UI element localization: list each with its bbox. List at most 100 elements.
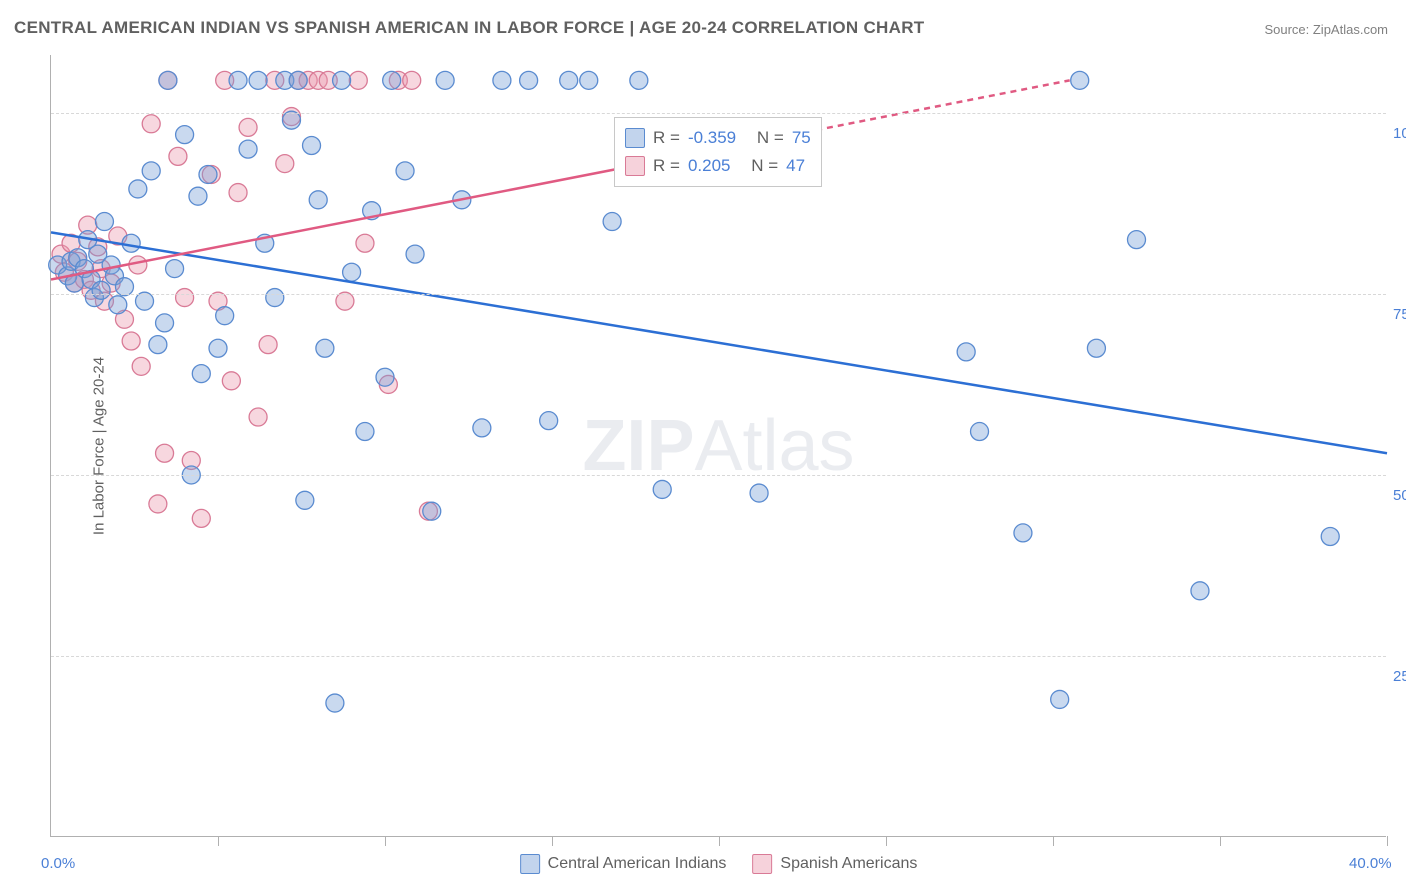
blue-point xyxy=(239,140,257,158)
blue-point xyxy=(436,71,454,89)
blue-point xyxy=(750,484,768,502)
x-tick xyxy=(385,836,386,846)
blue-point xyxy=(149,336,167,354)
x-tick-label: 40.0% xyxy=(1349,855,1392,872)
pink-point xyxy=(349,71,367,89)
y-tick-label: 25.0% xyxy=(1393,668,1406,685)
blue-point xyxy=(209,339,227,357)
blue-point xyxy=(109,296,127,314)
blue-point xyxy=(540,412,558,430)
blue-point xyxy=(326,694,344,712)
blue-point xyxy=(289,71,307,89)
blue-point xyxy=(159,71,177,89)
blue-point xyxy=(166,260,184,278)
pink-point xyxy=(276,155,294,173)
pink-point xyxy=(132,357,150,375)
blue-point xyxy=(266,289,284,307)
blue-point xyxy=(122,234,140,252)
pink-point xyxy=(149,495,167,513)
blue-point xyxy=(156,314,174,332)
blue-point xyxy=(957,343,975,361)
stats-legend: R = -0.359 N = 75 R = 0.205 N = 47 xyxy=(614,117,822,187)
x-tick xyxy=(218,836,219,846)
blue-point xyxy=(1087,339,1105,357)
pink-point xyxy=(192,509,210,527)
blue-point xyxy=(1014,524,1032,542)
x-tick xyxy=(719,836,720,846)
blue-point xyxy=(1191,582,1209,600)
stats-row-pink: R = 0.205 N = 47 xyxy=(625,152,811,180)
stats-row-blue: R = -0.359 N = 75 xyxy=(625,124,811,152)
x-tick xyxy=(1387,836,1388,846)
blue-point xyxy=(189,187,207,205)
blue-point xyxy=(423,502,441,520)
pink-point xyxy=(176,289,194,307)
blue-point xyxy=(343,263,361,281)
legend-swatch-pink-icon xyxy=(752,854,772,874)
pink-point xyxy=(259,336,277,354)
blue-point xyxy=(356,423,374,441)
legend-label-pink: Spanish Americans xyxy=(780,855,917,873)
x-tick xyxy=(886,836,887,846)
blue-point xyxy=(95,213,113,231)
blue-point xyxy=(142,162,160,180)
legend-item-blue: Central American Indians xyxy=(520,854,727,874)
blue-point xyxy=(406,245,424,263)
pink-point xyxy=(142,115,160,133)
blue-point xyxy=(192,365,210,383)
legend-swatch-blue xyxy=(625,128,645,148)
pink-point xyxy=(356,234,374,252)
x-tick xyxy=(1220,836,1221,846)
blue-point xyxy=(129,180,147,198)
blue-point xyxy=(580,71,598,89)
blue-point xyxy=(376,368,394,386)
legend-swatch-pink xyxy=(625,156,645,176)
blue-point xyxy=(333,71,351,89)
blue-point xyxy=(229,71,247,89)
blue-point xyxy=(1321,528,1339,546)
blue-point xyxy=(653,480,671,498)
blue-point xyxy=(303,137,321,155)
x-tick-label: 0.0% xyxy=(41,855,75,872)
gridline xyxy=(51,113,1386,114)
chart-title: CENTRAL AMERICAN INDIAN VS SPANISH AMERI… xyxy=(14,18,924,38)
blue-point xyxy=(249,71,267,89)
blue-point xyxy=(92,281,110,299)
pink-point xyxy=(156,444,174,462)
y-tick-label: 75.0% xyxy=(1393,306,1406,323)
blue-point xyxy=(1051,690,1069,708)
blue-point xyxy=(199,165,217,183)
blue-point xyxy=(493,71,511,89)
pink-point xyxy=(122,332,140,350)
plot-area: ZIPAtlas R = -0.359 N = 75 R = 0.205 N =… xyxy=(50,55,1386,837)
blue-point xyxy=(296,491,314,509)
chart-container: CENTRAL AMERICAN INDIAN VS SPANISH AMERI… xyxy=(0,0,1406,892)
blue-point xyxy=(603,213,621,231)
blue-point xyxy=(316,339,334,357)
pink-point xyxy=(249,408,267,426)
blue-point xyxy=(383,71,401,89)
blue-point xyxy=(309,191,327,209)
legend-item-pink: Spanish Americans xyxy=(752,854,917,874)
x-tick xyxy=(552,836,553,846)
blue-point xyxy=(630,71,648,89)
pink-point xyxy=(222,372,240,390)
source-label: Source: ZipAtlas.com xyxy=(1264,22,1388,37)
legend-swatch-blue-icon xyxy=(520,854,540,874)
pink-point xyxy=(169,147,187,165)
blue-point xyxy=(971,423,989,441)
blue-point xyxy=(176,126,194,144)
x-tick xyxy=(1053,836,1054,846)
blue-point xyxy=(560,71,578,89)
series-legend: Central American Indians Spanish America… xyxy=(520,854,918,874)
blue-point xyxy=(473,419,491,437)
blue-point xyxy=(396,162,414,180)
blue-point xyxy=(1128,231,1146,249)
pink-point xyxy=(239,118,257,136)
pink-point xyxy=(229,184,247,202)
blue-point xyxy=(216,307,234,325)
legend-label-blue: Central American Indians xyxy=(548,855,727,873)
blue-point xyxy=(1071,71,1089,89)
y-tick-label: 100.0% xyxy=(1393,125,1406,142)
blue-point xyxy=(520,71,538,89)
